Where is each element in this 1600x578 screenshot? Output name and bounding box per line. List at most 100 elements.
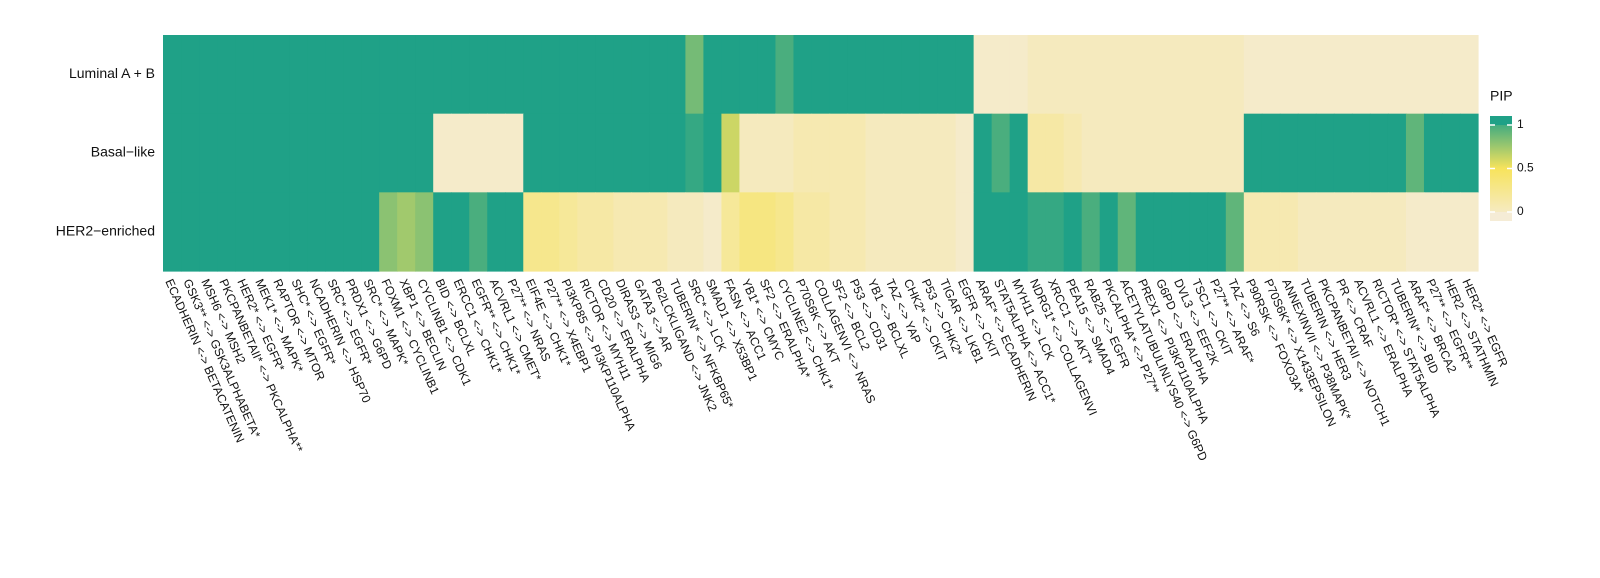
heat-cell [937,113,957,193]
heat-cell [775,35,795,115]
heat-cell [541,192,560,272]
heat-cell [1171,35,1191,115]
row-label: HER2−enriched [56,222,155,238]
heat-cell [433,35,452,115]
heat-cell [631,113,650,193]
heat-cell [685,192,705,272]
heat-cell [271,35,290,115]
heat-cell [1333,192,1353,272]
heat-cell [1315,113,1335,193]
heat-cell [613,35,632,115]
heat-cell [649,113,668,193]
heat-cell [325,35,344,115]
heat-cell [217,35,236,115]
heat-cell [1279,35,1299,115]
heat-cell [1315,35,1335,115]
heat-cell [163,113,182,193]
heat-cell [937,35,957,115]
heat-cell [343,192,362,272]
heat-cell [1459,113,1479,193]
colorbar-tick-label: 0.5 [1517,161,1534,175]
heat-cell [361,192,380,272]
colorbar-tick-label: 1 [1517,117,1524,131]
heat-cell [163,192,182,272]
heat-cell [811,192,831,272]
heat-cell [793,35,813,115]
heat-cell [1459,192,1479,272]
heat-cell [523,35,542,115]
heat-cell [667,192,686,272]
heat-cell [865,192,885,272]
heat-cell [271,192,290,272]
colorbar [1490,116,1512,221]
heat-cell [1279,113,1299,193]
heat-cell [1441,113,1461,193]
heat-cell [559,113,578,193]
heat-cell [811,113,831,193]
heat-cell [649,35,668,115]
heat-cell [631,192,650,272]
heat-cell [181,113,200,193]
heat-cell [595,192,614,272]
heat-cell [1009,192,1029,272]
heat-cell [937,192,957,272]
heat-cell [847,35,867,115]
heat-cell [289,192,308,272]
heat-cell [955,35,975,115]
heat-cell [253,113,272,193]
heat-cell [919,35,939,115]
heat-cell [1135,192,1155,272]
colorbar-tick-label: 0 [1517,204,1524,218]
heat-cell [883,35,903,115]
heat-cell [955,113,975,193]
heat-cell [1297,113,1317,193]
heat-cell [271,113,290,193]
heat-cell [451,35,470,115]
heat-cell [523,113,542,193]
heat-cell [649,192,668,272]
heat-cell [343,35,362,115]
heat-cell [685,113,705,193]
heat-cell [1045,113,1065,193]
heat-cell [1189,192,1209,272]
heat-cell [379,113,398,193]
heat-cell [1063,113,1083,193]
heat-cell [739,35,759,115]
heat-cell [235,192,254,272]
heat-cell [1117,192,1137,272]
heat-cell [307,192,326,272]
heat-cell [1369,113,1389,193]
heat-cell [505,35,524,115]
heat-cell [1081,113,1101,193]
heat-cell [1369,192,1389,272]
heat-cell [379,35,398,115]
heat-cell [775,192,795,272]
heat-cell [1081,192,1101,272]
heat-cell [415,113,434,193]
heat-cell [577,192,596,272]
heat-cell [1387,113,1407,193]
heat-cell [559,35,578,115]
heat-cell [667,113,686,193]
heat-cell [901,35,921,115]
heat-cell [1189,113,1209,193]
heat-cell [703,113,723,193]
heat-cell [451,192,470,272]
heat-cell [901,192,921,272]
heat-cell [1423,35,1443,115]
heat-cell [1243,35,1263,115]
heat-cell [1207,192,1227,272]
heat-cell [433,113,452,193]
heat-cell [1171,192,1191,272]
heat-cell [973,113,993,193]
heat-cell [1297,192,1317,272]
heat-cell [721,192,741,272]
heat-cell [991,35,1011,115]
heat-cell [253,35,272,115]
row-label: Basal−like [91,144,155,160]
heat-cell [1063,192,1083,272]
heat-cell [973,192,993,272]
heat-cell [505,192,524,272]
heat-cell [1099,192,1119,272]
